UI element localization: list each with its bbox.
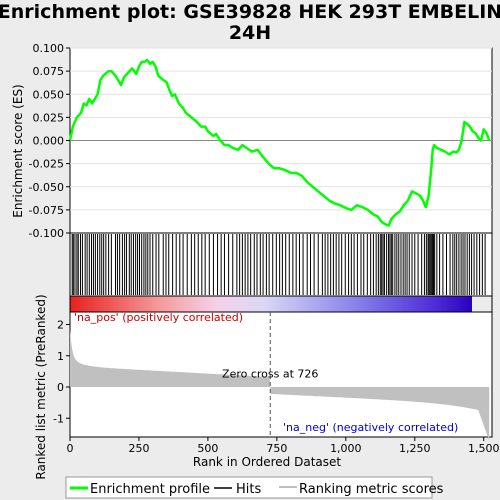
neg-correlated-label: 'na_neg' (negatively correlated) — [283, 421, 458, 434]
es-axis-label: Enrichment score (ES) — [11, 84, 25, 217]
es-tick-label: 0.025 — [33, 111, 65, 124]
es-tick-label: 0.000 — [33, 135, 65, 148]
legend-hits-label: Hits — [236, 482, 261, 497]
x-tick-label: 500 — [197, 442, 218, 455]
x-axis-label: Rank in Ordered Dataset — [193, 455, 341, 469]
es-tick-label: -0.100 — [29, 227, 64, 240]
es-tick-label: -0.050 — [29, 181, 64, 194]
x-tick-label: 750 — [266, 442, 287, 455]
chart-title-line1: Enrichment plot: GSE39828 HEK 293T EMBEL… — [0, 1, 500, 23]
metric-tick-label: 2 — [57, 319, 64, 332]
rank-color-bar — [70, 296, 472, 312]
x-tick-label: 1,000 — [330, 442, 362, 455]
chart-title-line2: 24H — [229, 22, 271, 44]
metric-axis-label: Ranked list metric (PreRanked) — [34, 294, 48, 479]
es-tick-label: 0.075 — [33, 65, 65, 78]
ranking-metric-area — [70, 330, 490, 441]
legend-box — [65, 476, 433, 499]
metric-tick-label: 0 — [57, 381, 64, 394]
legend: Enrichment profile Hits Ranking metric s… — [65, 476, 444, 499]
es-tick-label: 0.050 — [33, 88, 65, 101]
x-tick-label: 1,500 — [468, 442, 500, 455]
metric-tick-label: 1 — [57, 350, 64, 363]
enrichment-profile-line — [68, 58, 491, 227]
x-tick-label: 250 — [128, 442, 149, 455]
legend-metric-label: Ranking metric scores — [299, 482, 444, 497]
es-tick-label: -0.025 — [29, 158, 64, 171]
pos-correlated-label: 'na_pos' (positively correlated) — [74, 311, 243, 324]
zero-cross-label: Zero cross at 726 — [222, 368, 318, 381]
x-tick-label: 0 — [67, 442, 74, 455]
legend-es-label: Enrichment profile — [90, 482, 210, 497]
es-tick-label: 0.100 — [33, 42, 65, 55]
es-tick-label: -0.075 — [29, 204, 64, 217]
x-tick-label: 1,250 — [399, 442, 431, 455]
metric-tick-label: -1 — [53, 412, 64, 425]
